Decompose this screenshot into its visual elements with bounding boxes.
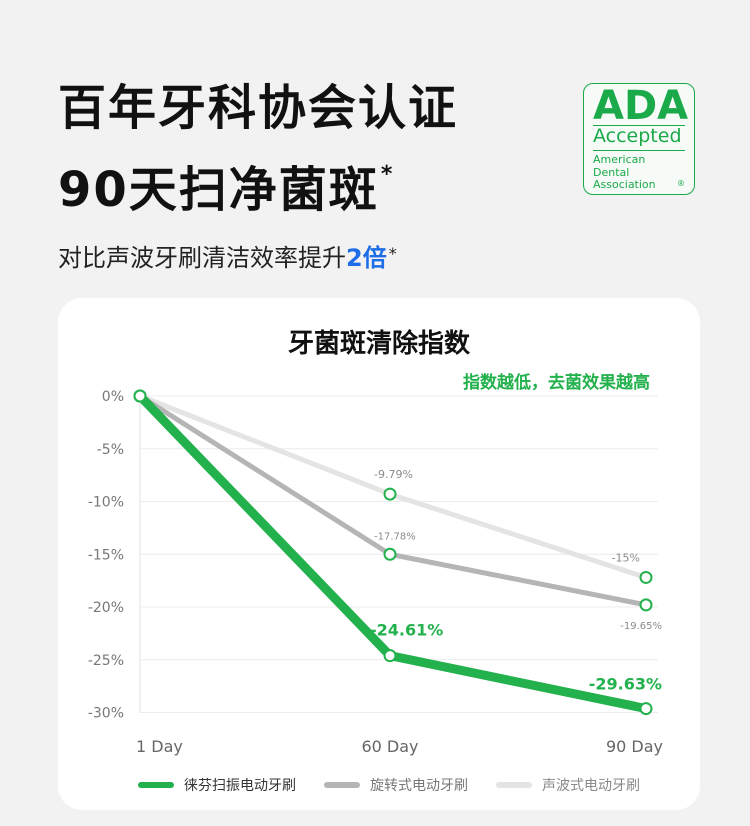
data-label: -19.65% [620, 621, 662, 632]
data-point [383, 547, 397, 561]
badge-divider [593, 125, 685, 126]
data-label: -9.79% [374, 468, 413, 481]
badge-org-line: Association [593, 178, 656, 191]
y-tick-label: 0% [102, 389, 124, 405]
registered-mark: ® [677, 179, 685, 188]
subheading-footnote-mark: * [388, 244, 397, 263]
legend-item: 声波式电动牙刷 [496, 775, 640, 795]
headline-line-2: 90天扫净菌斑* [58, 164, 394, 215]
badge-organization: American Dental Association [593, 153, 656, 192]
chart-title: 牙菌斑清除指数 [287, 329, 470, 359]
y-tick-label: -15% [88, 547, 124, 563]
badge-status: Accepted [593, 125, 682, 147]
chart-legend: 徕芬扫振电动牙刷 旋转式电动牙刷 声波式电动牙刷 [138, 774, 658, 796]
legend-swatch [324, 782, 360, 788]
badge-title: ADA [593, 83, 689, 129]
data-point [639, 702, 653, 716]
data-point [639, 598, 653, 612]
data-point [383, 649, 397, 663]
y-tick-label: -30% [88, 706, 124, 722]
data-point [133, 389, 147, 403]
x-tick-label: 90 Day [606, 737, 663, 756]
y-tick-label: -20% [88, 600, 124, 616]
headline-line-1: 百年牙科协会认证 [58, 80, 459, 136]
ada-accepted-badge: ADA Accepted American Dental Association… [583, 83, 695, 195]
legend-swatch [496, 782, 532, 788]
data-label: -15% [612, 551, 640, 564]
data-point [639, 570, 653, 584]
legend-item: 徕芬扫振电动牙刷 [138, 775, 296, 795]
y-tick-label: -5% [97, 442, 124, 458]
badge-divider [593, 150, 685, 151]
legend-label: 声波式电动牙刷 [542, 778, 640, 794]
chart-card: 牙菌斑清除指数 指数越低，去菌效果越高 0% -5% -10% -15% -20% -25… [58, 298, 700, 810]
legend-label: 旋转式电动牙刷 [370, 778, 468, 794]
line-chart: 0% -5% -10% -15% -20% -25% -30% 1 Day 60 Day 90 D… [88, 389, 663, 756]
x-tick-label: 60 Day [361, 737, 418, 756]
legend-swatch [138, 782, 174, 788]
subheading-highlight: 2倍 [346, 244, 387, 272]
headline-line-2-text: 90天扫净菌斑 [58, 162, 379, 218]
data-label: -29.63% [589, 675, 662, 694]
x-tick-label: 1 Day [136, 737, 183, 756]
y-tick-label: -10% [88, 495, 124, 511]
badge-org-line: Dental [593, 165, 630, 179]
data-label: -17.78% [374, 531, 416, 542]
data-point [383, 487, 397, 501]
subheading: 对比声波牙刷清洁效率提升2倍 * [58, 244, 397, 272]
badge-org-line: American [593, 153, 646, 166]
data-label: -24.61% [370, 621, 443, 640]
footnote-mark: * [380, 162, 395, 187]
legend-label: 徕芬扫振电动牙刷 [184, 778, 296, 794]
subheading-text: 对比声波牙刷清洁效率提升 [58, 244, 346, 272]
legend-item: 旋转式电动牙刷 [324, 775, 468, 795]
y-tick-label: -25% [88, 653, 124, 669]
chart-annotation: 指数越低，去菌效果越高 [463, 373, 650, 393]
